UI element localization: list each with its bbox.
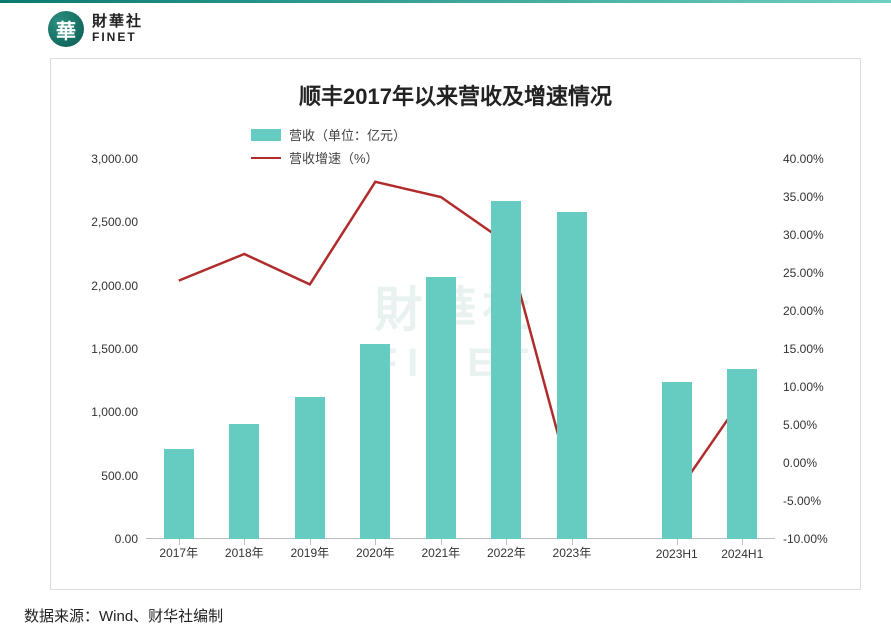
y2-tick-label: 40.00%	[783, 152, 863, 166]
bar	[491, 201, 521, 539]
x-tick-label: 2024H1	[712, 547, 772, 561]
y1-tick-label: 0.00	[58, 532, 138, 546]
x-tick-label: 2022年	[476, 544, 536, 561]
logo-mark: 華	[48, 11, 84, 47]
legend-bar-row: 营收（单位：亿元）	[251, 125, 406, 144]
logo-header: 華 財華社 FINET	[0, 3, 891, 47]
x-tick-label: 2017年	[149, 544, 209, 561]
chart-title: 顺丰2017年以来营收及增速情况	[51, 79, 860, 111]
x-tick-label: 2023年	[542, 544, 602, 561]
logo-text: 財華社 FINET	[92, 14, 143, 44]
bar	[229, 424, 259, 539]
bar	[295, 397, 325, 539]
bar	[426, 277, 456, 539]
y1-tick-label: 3,000.00	[58, 152, 138, 166]
bar	[360, 344, 390, 539]
x-tick	[572, 539, 573, 545]
y2-tick-label: 5.00%	[783, 418, 863, 432]
y2-tick-label: 20.00%	[783, 304, 863, 318]
y1-tick-label: 500.00	[58, 469, 138, 483]
bar	[164, 449, 194, 539]
y2-tick-label: 0.00%	[783, 456, 863, 470]
y1-tick-label: 1,000.00	[58, 405, 138, 419]
y2-tick-label: 15.00%	[783, 342, 863, 356]
x-tick	[310, 539, 311, 545]
bar	[662, 382, 692, 539]
bar	[727, 369, 757, 539]
x-tick-label: 2019年	[280, 544, 340, 561]
legend-bar-label: 营收（单位：亿元）	[289, 125, 406, 144]
x-tick	[742, 539, 743, 545]
x-tick	[244, 539, 245, 545]
x-tick	[441, 539, 442, 545]
logo-en: FINET	[92, 31, 143, 44]
y1-tick-label: 1,500.00	[58, 342, 138, 356]
bar	[557, 212, 587, 539]
y2-tick-label: 30.00%	[783, 228, 863, 242]
x-tick	[506, 539, 507, 545]
y1-tick-label: 2,500.00	[58, 215, 138, 229]
x-tick-label: 2023H1	[647, 547, 707, 561]
logo-cn: 財華社	[92, 14, 143, 31]
chart-container: 華 財華社 FINET 顺丰2017年以来营收及增速情况 財華社 FINET 营…	[0, 0, 891, 640]
y2-tick-label: 35.00%	[783, 190, 863, 204]
y2-tick-label: -10.00%	[783, 532, 863, 546]
x-tick-label: 2021年	[411, 544, 471, 561]
x-tick	[677, 539, 678, 545]
x-tick-label: 2020年	[345, 544, 405, 561]
data-source: 数据来源：Wind、财华社编制	[24, 605, 223, 626]
y2-tick-label: -5.00%	[783, 494, 863, 508]
y2-tick-label: 10.00%	[783, 380, 863, 394]
y1-tick-label: 2,000.00	[58, 279, 138, 293]
legend-bar-swatch	[251, 129, 281, 141]
plot-area: 0.00500.001,000.001,500.002,000.002,500.…	[146, 159, 775, 539]
chart-panel: 顺丰2017年以来营收及增速情况 財華社 FINET 营收（单位：亿元） 营收增…	[50, 58, 861, 590]
y2-tick-label: 25.00%	[783, 266, 863, 280]
x-tick-label: 2018年	[214, 544, 274, 561]
x-tick	[179, 539, 180, 545]
x-tick	[375, 539, 376, 545]
